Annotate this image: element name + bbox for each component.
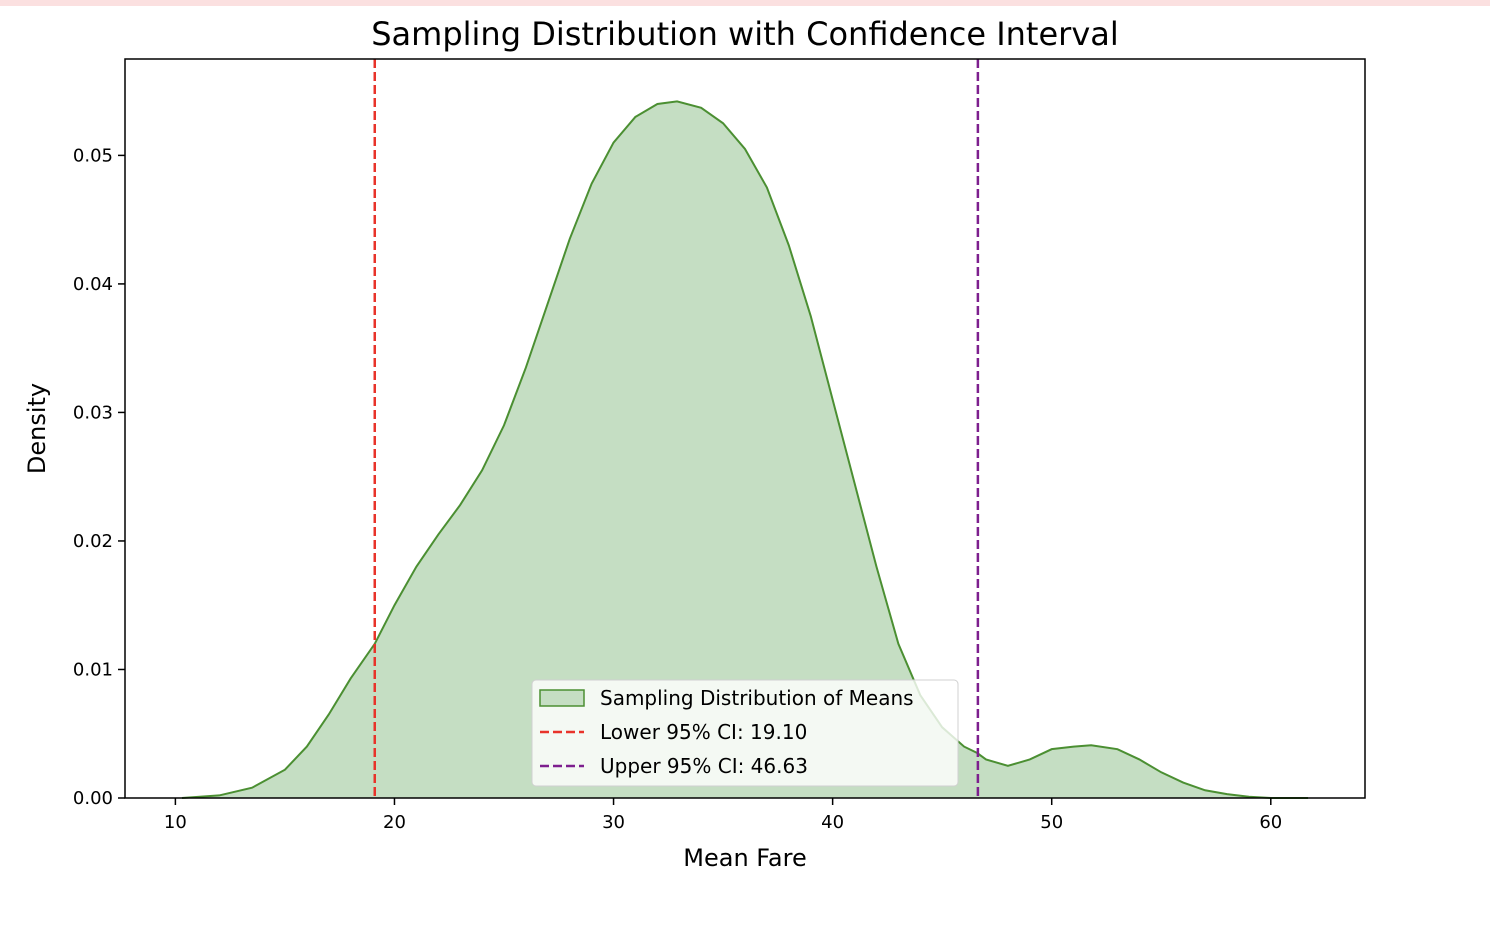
legend-item-upper-ci-label: Upper 95% CI: 46.63	[600, 754, 808, 778]
legend-item-lower-ci-label: Lower 95% CI: 19.10	[600, 720, 807, 744]
legend-item-sampling-swatch	[539, 689, 585, 707]
x-tick-label: 60	[1259, 812, 1282, 833]
x-tick-label: 50	[1040, 812, 1063, 833]
plot-area	[124, 58, 1366, 799]
kde-area	[181, 101, 1309, 798]
x-tick-label: 40	[821, 812, 844, 833]
y-tick-label: 0.05	[73, 145, 113, 166]
y-tick-label: 0.02	[73, 531, 113, 552]
x-tick-label: 10	[164, 812, 187, 833]
y-tick-label: 0.01	[73, 659, 113, 680]
x-axis-label: Mean Fare	[683, 844, 806, 872]
y-tick-label: 0.00	[73, 788, 113, 809]
legend: Sampling Distribution of Means Lower 95% …	[531, 679, 959, 787]
y-tick-label: 0.03	[73, 402, 113, 423]
axis-ticks: 10 20 30 40 50 60 0.00 0.01 0.02 0.03 0.04 0.05	[73, 145, 1282, 833]
x-tick-label: 30	[602, 812, 625, 833]
legend-box	[531, 679, 959, 787]
y-axis-label: Density	[23, 383, 51, 474]
legend-item-sampling-label: Sampling Distribution of Means	[600, 686, 914, 710]
y-tick-label: 0.04	[73, 274, 113, 295]
x-tick-label: 20	[383, 812, 406, 833]
kde-line	[181, 100, 1309, 799]
top-strip	[0, 0, 1490, 6]
chart-title: Sampling Distribution with Confidence In…	[371, 15, 1119, 53]
axes-frame	[124, 58, 1366, 799]
